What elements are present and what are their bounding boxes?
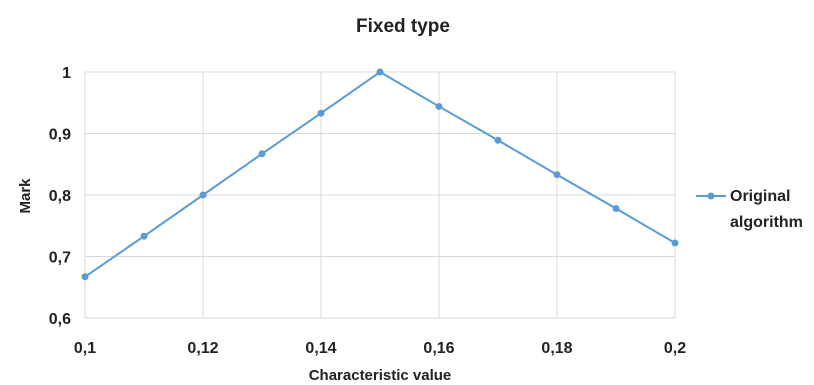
series-line [84, 70, 676, 278]
legend-label-line2: algorithm [730, 214, 803, 231]
legend: Original algorithm [696, 188, 803, 231]
chart-title: Fixed type [356, 16, 450, 37]
data-point [435, 102, 443, 110]
x-tick-label: 0,2 [664, 340, 686, 357]
y-tick-label: 0,6 [49, 311, 71, 328]
legend-marker [707, 192, 715, 200]
x-tick-label: 0,18 [541, 340, 572, 357]
x-tick-label: 0,12 [187, 340, 218, 357]
x-tick-label: 0,14 [305, 340, 336, 357]
y-tick-label: 0,9 [49, 127, 71, 144]
legend-label-line1: Original [730, 188, 790, 205]
plot-grid [84, 71, 676, 319]
data-point [376, 68, 384, 76]
y-tick-label: 0,8 [49, 188, 71, 205]
data-point [81, 273, 89, 281]
data-point [671, 239, 679, 247]
data-point [317, 109, 325, 117]
data-point [494, 136, 502, 144]
y-axis-ticks: 0,6 0,7 0,8 0,9 1 [49, 65, 71, 328]
data-point [140, 232, 148, 240]
x-tick-label: 0,1 [74, 340, 96, 357]
x-axis-ticks: 0,1 0,12 0,14 0,16 0,18 0,2 [74, 340, 686, 357]
y-axis-title: Mark [17, 178, 34, 214]
data-point [258, 150, 266, 158]
data-point [612, 205, 620, 213]
data-point [553, 171, 561, 179]
x-axis-title: Characteristic value [309, 367, 452, 384]
series-layer [81, 68, 679, 281]
y-tick-label: 1 [62, 65, 71, 82]
y-tick-label: 0,7 [49, 250, 71, 267]
data-point [199, 191, 207, 199]
x-tick-label: 0,16 [423, 340, 454, 357]
